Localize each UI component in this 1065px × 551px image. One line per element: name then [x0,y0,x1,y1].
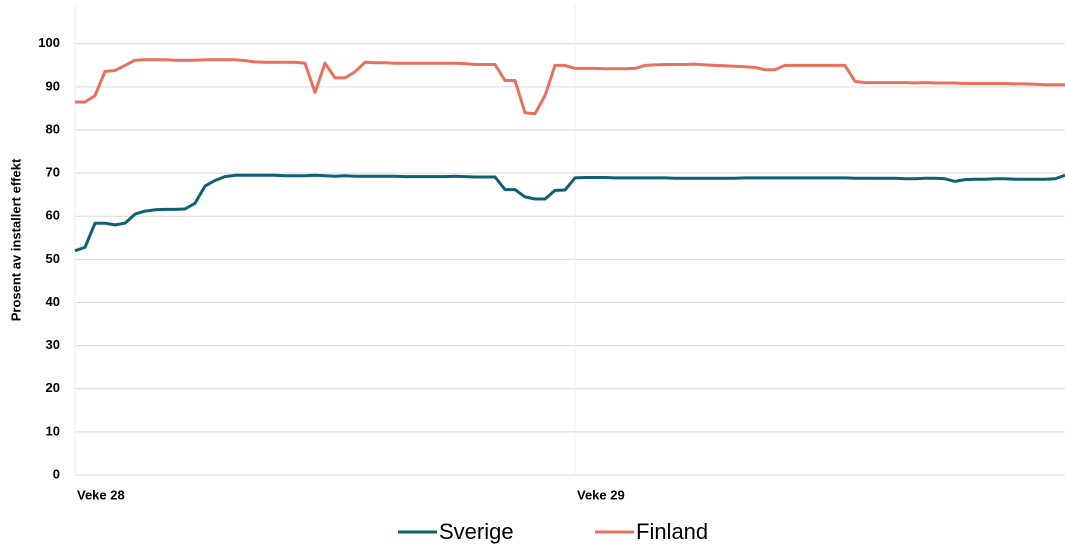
y-tick-label: 80 [46,121,60,136]
y-tick-label: 70 [46,165,60,180]
y-tick-label: 0 [53,466,60,481]
y-tick-label: 10 [46,423,60,438]
series-line [75,58,1065,116]
y-tick-label: 50 [46,251,60,266]
legend-label: Sverige [439,519,514,544]
y-tick-label: 40 [46,294,60,309]
y-tick-label: 20 [46,380,60,395]
y-axis-label: Prosent av installert effekt [8,158,23,321]
series-line [74,173,1065,253]
y-tick-label: 90 [46,78,60,93]
y-tick-label: 100 [38,35,60,50]
x-tick-label: Veke 28 [77,487,125,502]
y-tick-label: 30 [46,337,60,352]
legend-label: Finland [636,519,708,544]
y-tick-label: 60 [46,208,60,223]
x-tick-label: Veke 29 [577,487,625,502]
